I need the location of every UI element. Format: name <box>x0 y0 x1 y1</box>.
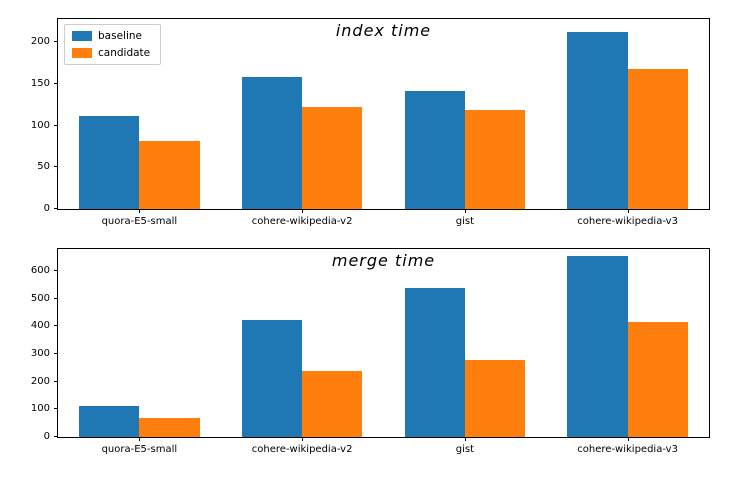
y-tick-label: 0 <box>43 431 50 442</box>
bar-baseline-cohere-wikipedia-v2 <box>241 77 303 209</box>
bar-baseline-quora-E5-small <box>79 406 140 437</box>
x-tick-label: quora-E5-small <box>101 444 178 455</box>
y-tick-mark <box>54 41 58 43</box>
legend-item-candidate: candidate <box>72 47 150 59</box>
bar-baseline-cohere-wikipedia-v3 <box>567 32 628 209</box>
x-tick-label: cohere-wikipedia-v2 <box>251 444 353 455</box>
y-tick-label: 400 <box>30 320 50 332</box>
x-tick-label: cohere-wikipedia-v2 <box>251 216 353 227</box>
x-tick-label: gist <box>455 444 475 455</box>
bar-candidate-cohere-wikipedia-v3 <box>627 322 688 437</box>
y-tick-label: 200 <box>30 375 50 387</box>
legend: baseline candidate <box>64 24 162 65</box>
bar-baseline-cohere-wikipedia-v3 <box>567 255 628 437</box>
y-tick-label: 150 <box>30 78 50 89</box>
y-tick-label: 100 <box>30 119 50 131</box>
chart-title: merge time <box>331 251 436 270</box>
y-tick-label: 0 <box>43 203 50 214</box>
y-tick-mark <box>54 83 58 84</box>
legend-item-baseline: baseline <box>72 30 150 42</box>
x-tick-label: gist <box>455 216 475 227</box>
bar-baseline-gist <box>404 288 465 437</box>
bar-baseline-quora-E5-small <box>79 115 140 209</box>
y-tick-label: 600 <box>30 265 50 277</box>
y-tick-mark <box>54 353 58 355</box>
chart-title: index time <box>335 21 432 40</box>
bar-candidate-quora-E5-small <box>139 417 200 437</box>
bar-baseline-gist <box>404 90 465 209</box>
x-tick-mark <box>302 437 304 441</box>
bar-candidate-gist <box>464 109 526 209</box>
x-tick-label: cohere-wikipedia-v3 <box>577 216 678 227</box>
index-time-chart: index time baseline candidate 0 50 100 150 2… <box>31 18 710 227</box>
y-tick-mark <box>54 124 58 126</box>
legend-label: candidate <box>98 47 151 59</box>
candidate-swatch <box>72 48 92 58</box>
y-tick-label: 500 <box>30 292 50 304</box>
y-tick-mark <box>54 408 58 410</box>
y-tick-mark <box>54 325 58 327</box>
y-tick-label: 50 <box>37 161 50 173</box>
bar-candidate-cohere-wikipedia-v2 <box>302 370 363 437</box>
y-tick-mark <box>54 208 58 209</box>
bar-baseline-cohere-wikipedia-v2 <box>241 319 303 437</box>
y-tick-label: 100 <box>30 403 50 415</box>
plot-area: 0 100 200 300 400 500 600 quora-E5-small cohere-… <box>31 248 710 455</box>
y-tick-mark <box>54 436 58 437</box>
merge-time-chart: merge time 0 100 200 300 400 500 600 quora-E5-s… <box>31 248 710 455</box>
y-tick-mark <box>54 270 58 272</box>
x-tick-mark <box>627 437 629 441</box>
x-tick-label: quora-E5-small <box>101 216 178 227</box>
bar-candidate-cohere-wikipedia-v3 <box>627 69 688 209</box>
bar-candidate-gist <box>464 360 526 437</box>
x-tick-mark <box>627 209 629 213</box>
bar-candidate-cohere-wikipedia-v2 <box>302 106 363 209</box>
x-tick-mark <box>139 437 141 441</box>
y-tick-mark <box>54 297 58 299</box>
plot-area: 0 50 100 150 200 quora-E5-small cohere-wikiped… <box>31 18 710 227</box>
x-tick-label: cohere-wikipedia-v3 <box>577 444 678 455</box>
x-tick-mark <box>139 209 141 213</box>
bar-candidate-quora-E5-small <box>139 140 200 209</box>
x-tick-mark <box>464 209 466 213</box>
y-tick-mark <box>54 166 58 168</box>
baseline-swatch <box>72 31 92 41</box>
y-tick-label: 300 <box>30 348 50 360</box>
x-tick-mark <box>464 437 466 441</box>
legend-label: baseline <box>98 30 142 42</box>
y-tick-label: 200 <box>30 36 50 48</box>
y-tick-mark <box>54 380 58 382</box>
x-tick-mark <box>302 209 304 213</box>
